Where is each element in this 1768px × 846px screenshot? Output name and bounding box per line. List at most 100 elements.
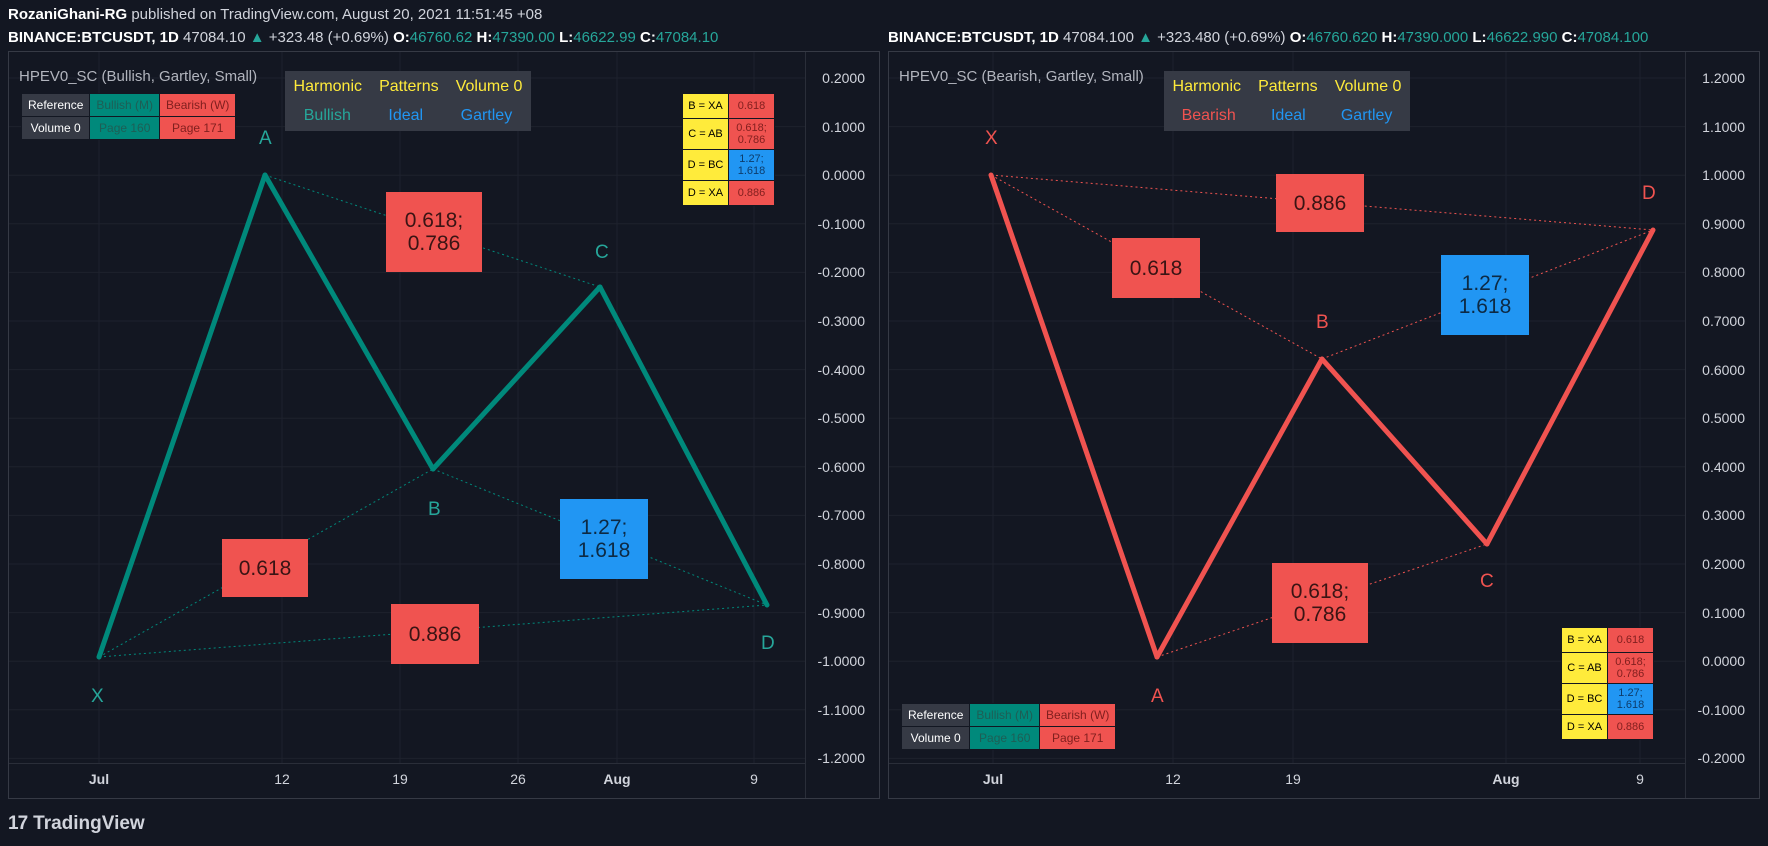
time-axis[interactable]: Jul 12 19 Aug 9: [889, 763, 1685, 793]
ratio-value: 1.27; 1.618: [728, 149, 775, 181]
ratio-key: B = XA: [1561, 627, 1608, 653]
legend-direction: Bearish: [1181, 107, 1236, 124]
ratio-label-dxa[interactable]: 0.886: [391, 604, 479, 664]
price-tick-label: -0.5000: [817, 410, 865, 427]
ratio-label-cab[interactable]: 0.618; 0.786: [1272, 563, 1368, 643]
right-ohlc-legend: BINANCE:BTCUSDT, 1D 47084.100 ▲ +323.480…: [888, 29, 1648, 49]
high-label: H:: [1381, 29, 1398, 46]
time-axis[interactable]: Jul 12 19 26 Aug 9: [9, 763, 805, 793]
up-arrow-icon: ▲: [1138, 29, 1153, 46]
open-label: O:: [1289, 29, 1307, 46]
ratio-label-bxa[interactable]: 0.618: [222, 539, 308, 597]
low-value: 46622.990: [1486, 29, 1558, 46]
time-tick-label: 12: [274, 771, 290, 787]
high-label: H:: [476, 29, 493, 46]
price-change: +323.480 (+0.69%): [1157, 29, 1286, 46]
ratio-label-dxa[interactable]: 0.886: [1276, 174, 1364, 232]
point-label-d: D: [1642, 183, 1656, 204]
price-tick-label: -0.1000: [1697, 701, 1745, 718]
bearish-page-cell: Page 171: [159, 116, 237, 140]
open-label: O:: [393, 29, 410, 46]
price-tick-label: -0.1000: [817, 215, 865, 232]
ratio-value: 0.618; 0.786: [728, 118, 775, 150]
legend-direction: Bullish: [303, 107, 351, 124]
brand-name: TradingView: [33, 813, 145, 834]
price-tick-label: 1.2000: [1702, 70, 1745, 86]
price-tick-label: 1.1000: [1702, 118, 1745, 135]
point-label-d: D: [761, 633, 775, 654]
right-chart-panel[interactable]: HPEV0_SC (Bearish, Gartley, Small) Harmo…: [888, 51, 1760, 799]
time-tick-label: Aug: [1492, 771, 1520, 787]
price-tick-label: 0.3000: [1702, 507, 1745, 524]
ratio-label-cab[interactable]: 0.618; 0.786: [386, 192, 482, 272]
left-ohlc-legend: BINANCE:BTCUSDT, 1D 47084.10 ▲ +323.48 (…: [8, 29, 718, 49]
volume-cell: Volume 0: [20, 116, 91, 140]
ratio-label-dbc[interactable]: 1.27; 1.618: [560, 499, 648, 579]
tradingview-brand[interactable]: 17 TradingView: [8, 812, 145, 836]
time-tick-label: 19: [392, 771, 408, 787]
price-tick-label: 0.8000: [1702, 264, 1745, 281]
ratio-guide-line: [990, 174, 1323, 360]
reference-cell: Reference: [20, 93, 91, 117]
point-label-a: A: [1151, 686, 1164, 707]
publish-info: RozaniGhani-RG published on TradingView.…: [8, 6, 542, 26]
symbol-label[interactable]: BINANCE:BTCUSDT, 1D: [8, 29, 179, 46]
last-price: 47084.10: [183, 29, 246, 46]
point-label-c: C: [1480, 571, 1494, 592]
point-label-b: B: [428, 499, 441, 520]
reference-table: Reference Bullish (M) Bearish (W) Volume…: [20, 93, 237, 140]
close-value: 47084.100: [1577, 29, 1649, 46]
ratio-table: B = XA 0.618 C = AB 0.618; 0.786 D = BC 1.2…: [682, 93, 775, 206]
point-label-x: X: [985, 128, 998, 149]
left-chart-panel[interactable]: HPEV0_SC (Bullish, Gartley, Small) Refer…: [8, 51, 880, 799]
price-tick-label: 0.9000: [1702, 215, 1745, 232]
author-name[interactable]: RozaniGhani-RG: [8, 6, 128, 23]
point-label-x: X: [91, 686, 104, 707]
pattern-legend: Harmonic Patterns Volume 0 Bearish Ideal…: [1164, 71, 1410, 131]
ratio-key: D = XA: [1561, 714, 1608, 740]
symbol-label[interactable]: BINANCE:BTCUSDT, 1D: [888, 29, 1059, 46]
price-tick-label: 0.6000: [1702, 361, 1745, 378]
ratio-value: 0.886: [728, 180, 775, 206]
point-label-a: A: [259, 128, 272, 149]
high-value: 47390.00: [492, 29, 555, 46]
indicator-title[interactable]: HPEV0_SC (Bullish, Gartley, Small): [19, 68, 258, 85]
price-tick-label: -0.2000: [1697, 750, 1745, 767]
pattern-leg: [1154, 356, 1325, 660]
ratio-value: 0.618: [728, 93, 775, 119]
ratio-label-dbc[interactable]: 1.27; 1.618: [1441, 255, 1529, 335]
last-price: 47084.100: [1063, 29, 1134, 46]
indicator-title[interactable]: HPEV0_SC (Bearish, Gartley, Small): [899, 68, 1144, 85]
pattern-leg: [262, 172, 436, 472]
price-tick-label: -0.8000: [817, 556, 865, 572]
bearish-page-cell: Page 171: [1039, 726, 1117, 750]
ratio-key: D = BC: [1561, 683, 1608, 715]
legend-volume: Volume 0: [455, 78, 523, 95]
price-tick-label: 0.2000: [822, 70, 865, 86]
ratio-key: C = AB: [1561, 652, 1608, 684]
time-tick-label: Jul: [982, 771, 1004, 787]
pattern-leg: [597, 284, 770, 608]
low-label: L:: [1472, 29, 1487, 46]
bearish-ref-cell: Bearish (W): [1039, 703, 1117, 727]
price-tick-label: 0.4000: [1702, 458, 1745, 475]
close-value: 47084.10: [655, 29, 719, 46]
ratio-value: 0.618: [1607, 627, 1654, 653]
high-value: 47390.000: [1397, 29, 1469, 46]
bullish-page-cell: Page 160: [969, 726, 1041, 750]
ratio-label-bxa[interactable]: 0.618: [1112, 238, 1200, 298]
pattern-leg: [1484, 227, 1656, 547]
tradingview-logo-icon: 17: [8, 813, 28, 834]
ratio-value: 1.27; 1.618: [1607, 683, 1654, 715]
price-axis[interactable]: 1.2000 1.1000 1.0000 0.9000 0.8000 0.7000 0.60…: [1685, 52, 1751, 798]
legend-pattern-name: Gartley: [460, 107, 513, 124]
price-axis[interactable]: 0.2000 0.1000 0.0000 -0.1000 -0.2000 -0.3000 -…: [805, 52, 871, 798]
ratio-value: 0.886: [1607, 714, 1654, 740]
time-tick-label: 26: [510, 771, 526, 787]
low-label: L:: [559, 29, 574, 46]
volume-cell: Volume 0: [900, 726, 971, 750]
price-tick-label: 0.0000: [822, 167, 865, 184]
bullish-ref-cell: Bullish (M): [969, 703, 1041, 727]
ratio-key: D = BC: [682, 149, 729, 181]
time-tick-label: Aug: [603, 771, 631, 787]
